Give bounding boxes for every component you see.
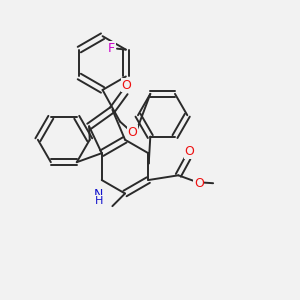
Text: O: O [122,79,131,92]
Text: N: N [94,188,103,201]
Text: F: F [108,41,115,55]
Text: O: O [194,177,204,190]
Text: O: O [184,145,194,158]
Text: H: H [94,196,103,206]
Text: O: O [128,126,137,139]
